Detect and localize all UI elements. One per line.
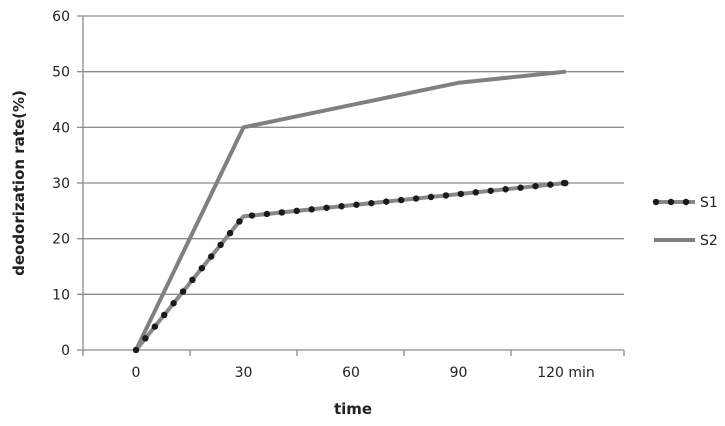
series-line-s1 <box>134 181 567 352</box>
x-tick-label: 60 <box>342 365 360 381</box>
y-tick-label: 60 <box>52 9 70 25</box>
series-line-s2 <box>134 69 567 351</box>
x-axis-title: time <box>334 400 372 418</box>
x-tick-label: 30 <box>235 365 253 381</box>
gridlines <box>77 15 624 351</box>
y-axis-title: deodorization rate(%) <box>10 90 28 276</box>
legend-label-s2: S2 <box>700 233 718 249</box>
y-tick-label: 20 <box>52 232 70 248</box>
dot-marker-icon <box>652 198 660 206</box>
x-tick-label: 120 min <box>537 365 595 381</box>
legend-item-s2: S2 <box>654 233 718 249</box>
legend-item-s1: S1 <box>652 195 718 211</box>
x-axis: 0 30 60 90 120 min <box>82 350 625 381</box>
legend-label-s1: S1 <box>700 195 718 211</box>
y-tick-label: 50 <box>52 65 70 81</box>
y-tick-label: 0 <box>61 343 70 359</box>
plot-series <box>132 69 569 354</box>
x-tick-label: 0 <box>132 365 141 381</box>
x-tick-label: 90 <box>450 365 468 381</box>
y-tick-label: 30 <box>52 176 70 192</box>
y-tick-label: 40 <box>52 120 70 136</box>
y-axis-ticks: 0 10 20 30 40 50 60 <box>52 9 70 359</box>
y-tick-label: 10 <box>52 287 70 303</box>
legend: S1 S2 <box>652 195 718 249</box>
